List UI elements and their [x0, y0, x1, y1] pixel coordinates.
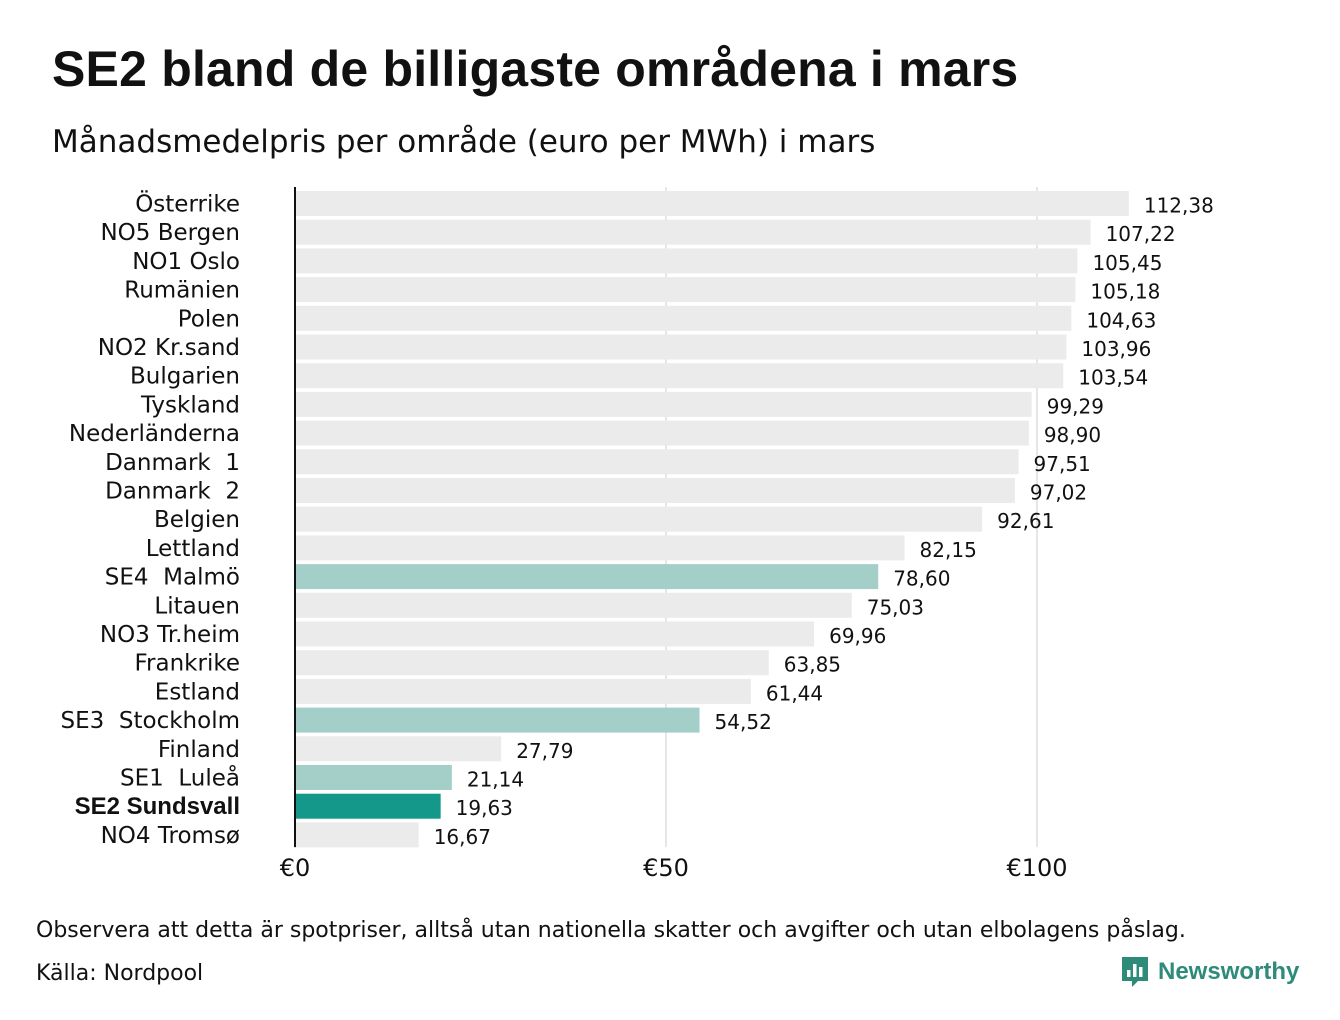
bar-value-label: 112,38	[1144, 194, 1214, 218]
category-label: SE2 Sundsvall	[75, 793, 240, 820]
source-note: Källa: Nordpool	[36, 961, 204, 986]
bar-value-label: 107,22	[1106, 222, 1176, 246]
newsworthy-logo-icon	[1122, 957, 1148, 987]
x-tick-label: €100	[1006, 854, 1067, 882]
category-label: Rumänien	[124, 278, 240, 304]
bar	[295, 305, 1072, 331]
category-label: Frankrike	[135, 651, 241, 677]
bar-chart: 112,38 Österrike 107,22 NO5 Bergen 105,45 NO1…	[61, 187, 1214, 882]
bar	[295, 277, 1076, 303]
category-label: SE1 Luleå	[120, 764, 240, 792]
bar-value-label: 75,03	[867, 595, 924, 619]
bar	[295, 793, 441, 819]
x-tick-label: €0	[280, 854, 311, 882]
category-label: Finland	[158, 737, 240, 763]
bar	[295, 449, 1019, 475]
bar-value-label: 97,51	[1034, 452, 1091, 476]
bar	[295, 707, 700, 733]
bar-value-label: 99,29	[1047, 394, 1104, 418]
bar-value-label: 21,14	[467, 768, 524, 792]
bar	[295, 478, 1015, 503]
category-label: NO1 Oslo	[132, 249, 240, 275]
bar	[295, 506, 983, 532]
bar	[295, 822, 419, 848]
bar	[295, 564, 879, 590]
bar-value-label: 54,52	[715, 710, 772, 734]
bar	[295, 736, 502, 762]
category-label: NO2 Kr.sand	[98, 335, 240, 361]
category-label: SE3 Stockholm	[61, 708, 241, 734]
category-label: Österrike	[135, 190, 240, 218]
bar-value-label: 63,85	[784, 653, 841, 677]
bar	[295, 334, 1067, 360]
category-label: NO3 Tr.heim	[100, 622, 240, 648]
category-label: Estland	[155, 679, 240, 705]
category-label: Tyskland	[140, 392, 240, 418]
category-label: Bulgarien	[130, 364, 240, 390]
bar	[295, 363, 1064, 389]
bar	[295, 191, 1129, 216]
bar	[295, 248, 1078, 274]
bar-value-label: 19,63	[456, 796, 513, 820]
brand-logo: Newsworthy	[1120, 955, 1299, 989]
category-label: Polen	[178, 306, 240, 332]
category-label: SE4 Malmö	[105, 565, 240, 591]
category-label: NO5 Bergen	[100, 220, 240, 246]
bar-value-label: 27,79	[516, 739, 573, 763]
category-label: Nederländerna	[69, 421, 240, 447]
category-label: Belgien	[154, 507, 240, 533]
category-label: Danmark 2	[105, 479, 240, 505]
bar-value-label: 98,90	[1044, 423, 1101, 447]
chart-subtitle: Månadsmedelpris per område (euro per MWh…	[52, 124, 876, 160]
bar-value-label: 78,60	[893, 567, 950, 591]
category-label: Lettland	[146, 536, 240, 562]
bar-value-label: 105,45	[1092, 251, 1162, 275]
bar	[295, 219, 1091, 245]
bar-value-label: 103,96	[1081, 337, 1151, 361]
footnote: Observera att detta är spotpriser, allts…	[36, 918, 1186, 943]
bar	[295, 650, 769, 676]
bar-value-label: 82,15	[920, 538, 977, 562]
bar-value-label: 69,96	[829, 624, 886, 648]
bar	[295, 535, 905, 561]
bar	[295, 592, 852, 618]
bar-value-label: 105,18	[1090, 280, 1160, 304]
chart-title: SE2 bland de billigaste områdena i mars	[52, 41, 1019, 97]
bar-value-label: 97,02	[1030, 481, 1087, 505]
bar	[295, 391, 1032, 417]
category-label: NO4 Tromsø	[101, 823, 240, 849]
bar	[295, 678, 751, 704]
x-tick-label: €50	[643, 854, 689, 882]
bar-value-label: 61,44	[766, 681, 823, 705]
bar-value-label: 103,54	[1078, 366, 1148, 390]
category-label: Litauen	[154, 593, 240, 619]
bar	[295, 765, 452, 790]
bar-value-label: 16,67	[434, 825, 491, 849]
brand-name: Newsworthy	[1158, 958, 1300, 985]
bar	[295, 621, 815, 647]
bar-value-label: 92,61	[997, 509, 1054, 533]
bar	[295, 420, 1029, 446]
bar-value-label: 104,63	[1086, 308, 1156, 332]
category-label: Danmark 1	[105, 450, 240, 476]
